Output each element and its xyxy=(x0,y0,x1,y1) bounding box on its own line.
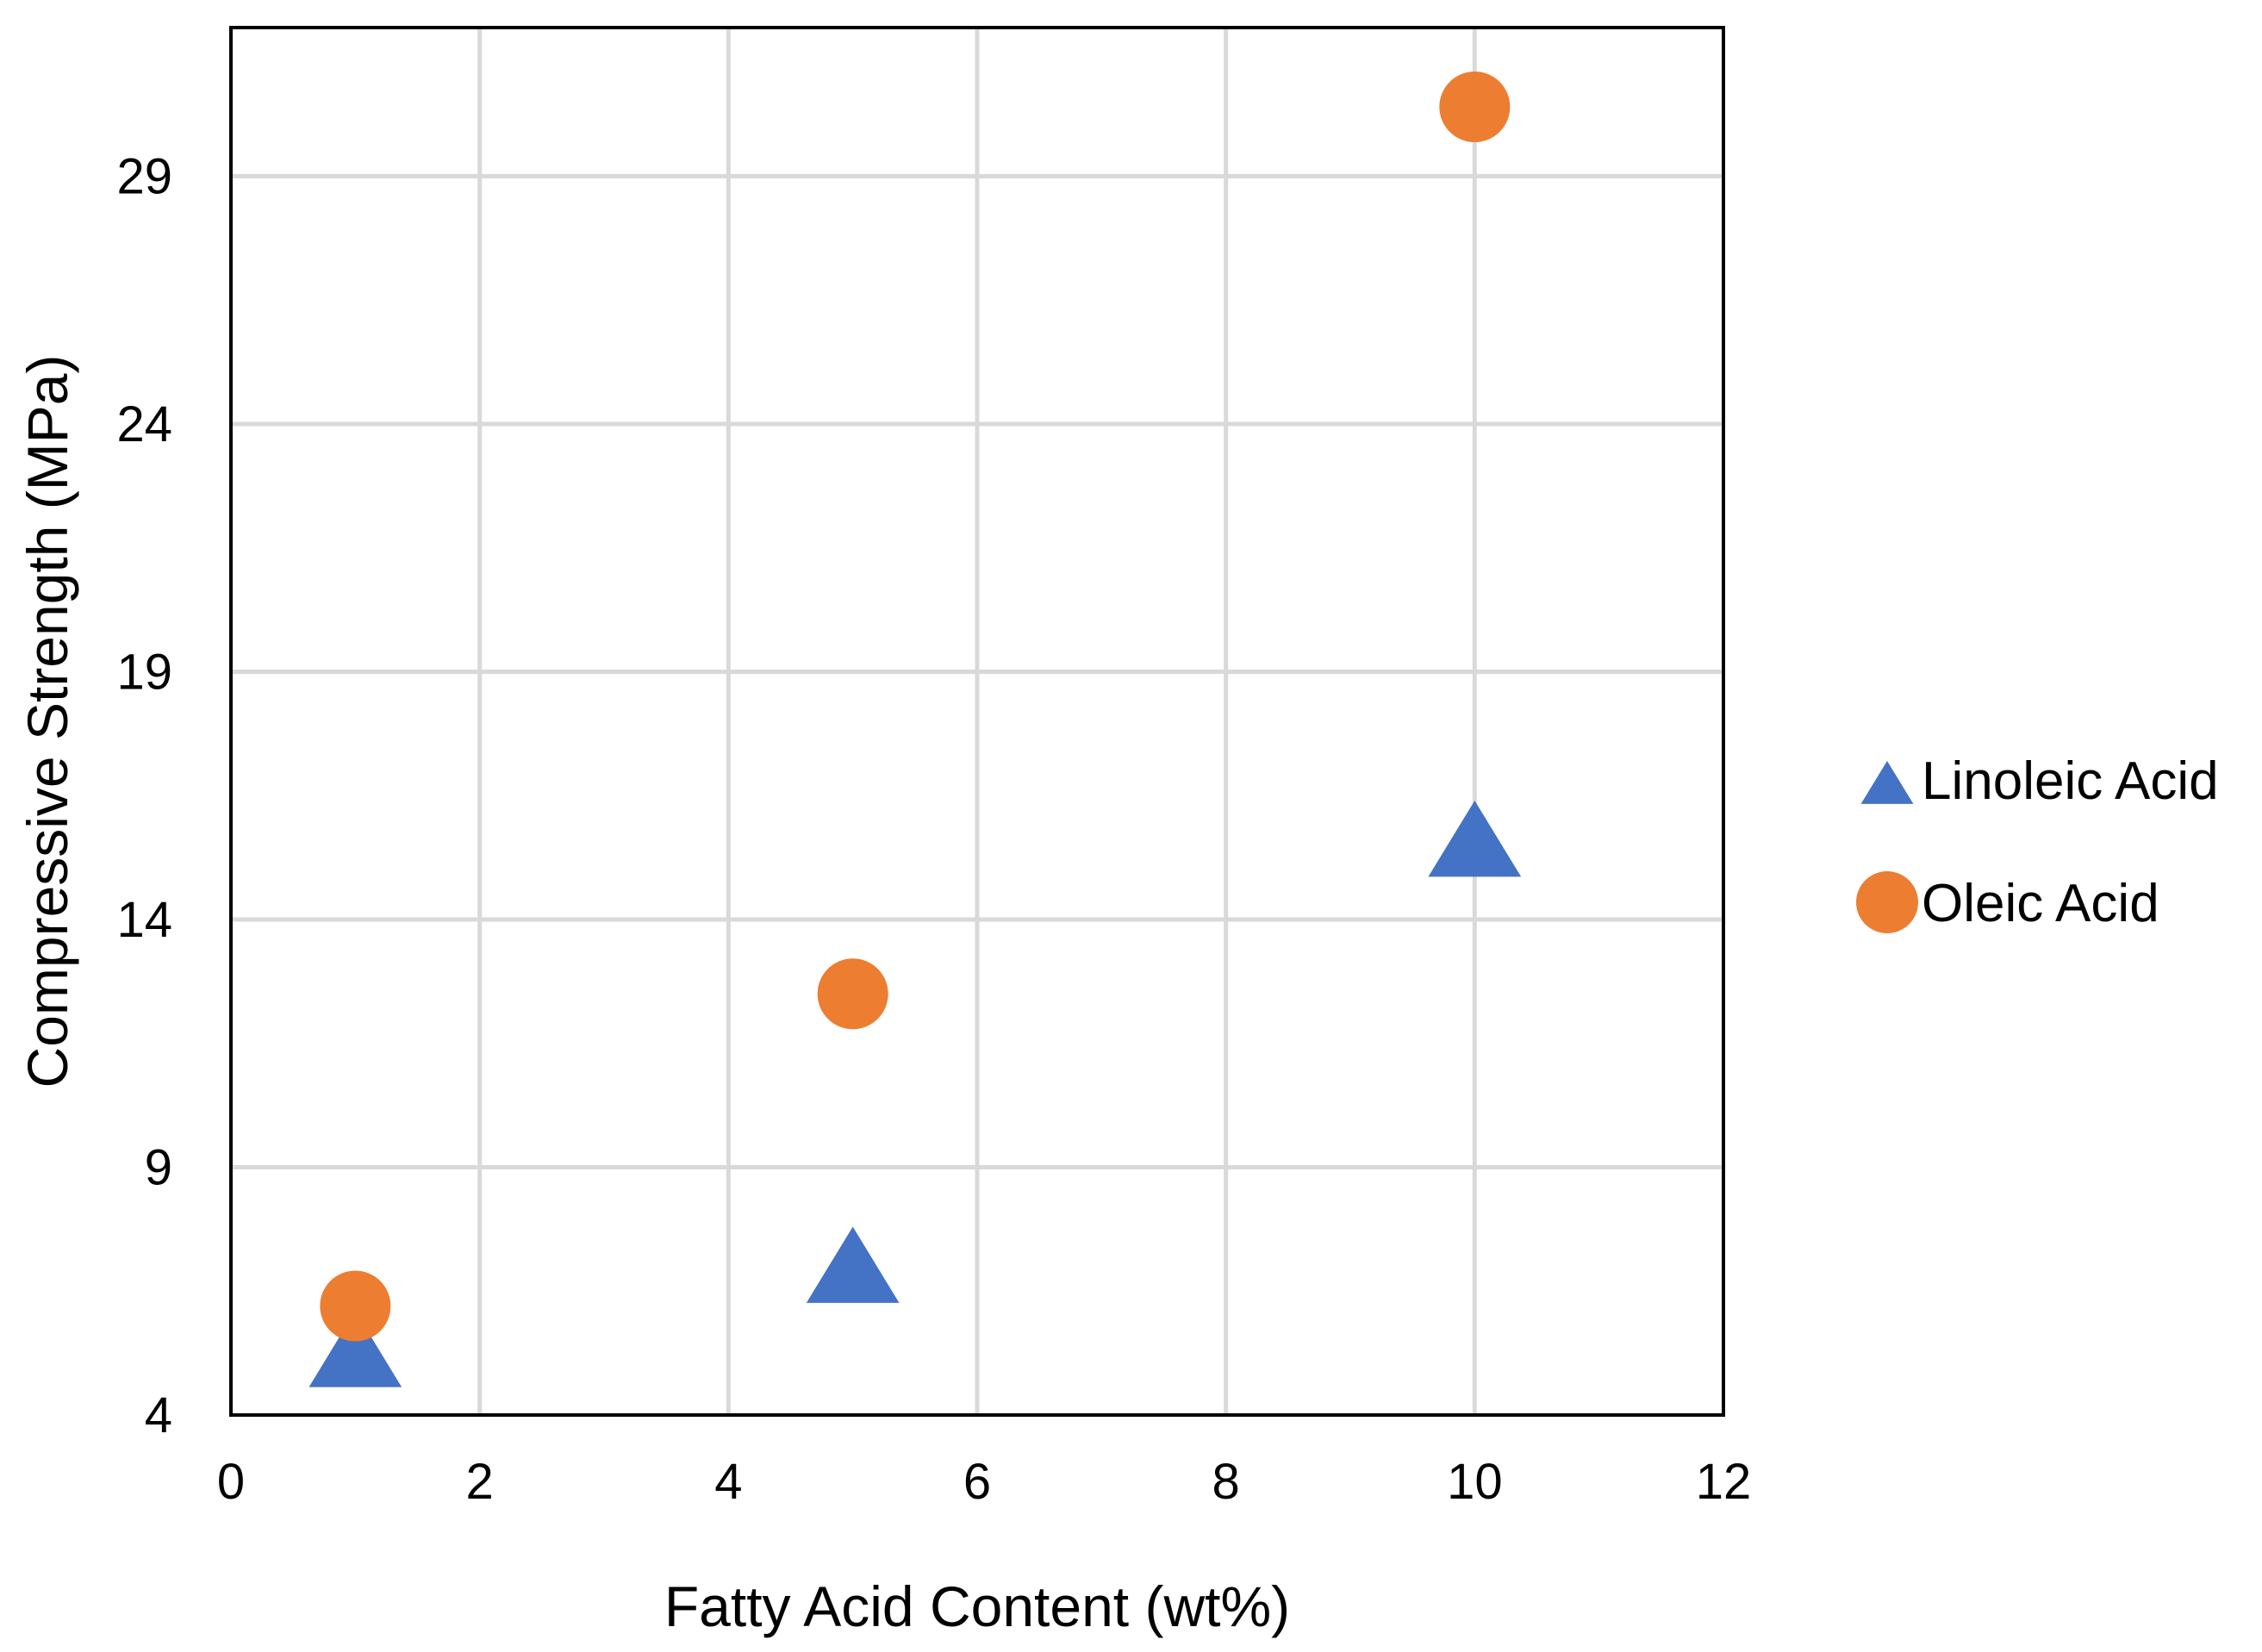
y-tick-label: 19 xyxy=(116,645,172,701)
x-tick-label: 8 xyxy=(1212,1454,1240,1510)
legend: Linoleic Acid Oleic Acid xyxy=(1856,751,2219,933)
y-axis-ticks: 4 9 14 19 24 29 xyxy=(116,149,172,1444)
linoleic-acid-point xyxy=(1428,801,1522,877)
legend-triangle-icon xyxy=(1860,761,1914,804)
legend-label: Oleic Acid xyxy=(1922,874,2159,933)
x-tick-label: 10 xyxy=(1447,1454,1503,1510)
oleic-acid-point xyxy=(817,958,888,1030)
y-tick-label: 29 xyxy=(116,149,172,205)
oleic-acid-point xyxy=(1439,72,1511,142)
plot-area-frame xyxy=(229,26,1725,1417)
legend-circle-icon xyxy=(1856,871,1918,933)
gridlines xyxy=(231,28,1723,1415)
x-tick-label: 2 xyxy=(466,1454,494,1510)
x-axis-title: Fatty Acid Content (wt%) xyxy=(664,1574,1290,1638)
y-tick-label: 24 xyxy=(116,396,172,452)
x-tick-label: 12 xyxy=(1696,1454,1752,1510)
x-axis-ticks: 0 2 4 6 8 10 12 xyxy=(217,1454,1751,1510)
legend-label: Linoleic Acid xyxy=(1922,751,2219,811)
y-tick-label: 9 xyxy=(145,1140,172,1196)
x-tick-label: 0 xyxy=(217,1454,245,1510)
linoleic-acid-point xyxy=(806,1226,900,1303)
x-tick-label: 4 xyxy=(714,1454,742,1510)
linoleic-acid-point xyxy=(308,1311,402,1387)
data-marks xyxy=(308,72,1522,1387)
oleic-acid-point xyxy=(320,1270,391,1342)
y-tick-label: 4 xyxy=(145,1387,172,1443)
x-tick-label: 6 xyxy=(963,1454,991,1510)
y-axis-title: Compressive Strength (MPa) xyxy=(16,355,79,1088)
y-tick-label: 14 xyxy=(116,892,172,948)
